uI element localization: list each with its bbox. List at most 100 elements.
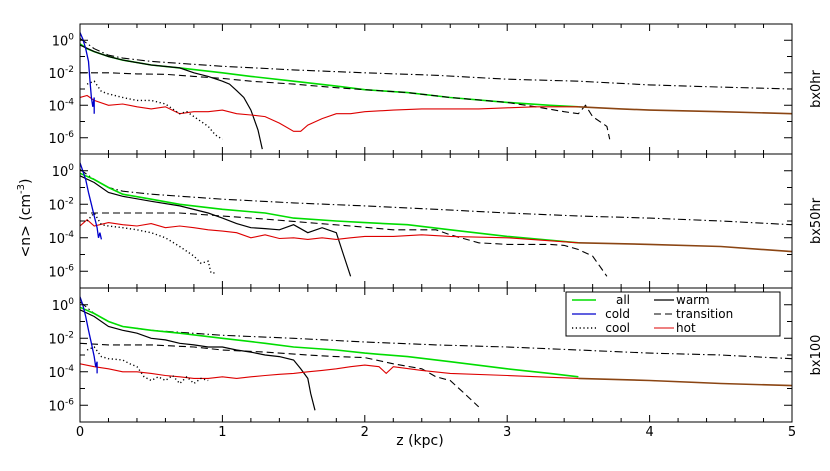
series-total-line bbox=[80, 168, 792, 226]
x-tick-label: 3 bbox=[503, 425, 511, 440]
series-hot-line bbox=[80, 94, 579, 132]
y-tick-label-exponent: -4 bbox=[65, 97, 74, 107]
series-warm-line bbox=[80, 44, 263, 150]
y-tick-label: 10-4 bbox=[48, 97, 74, 114]
y-tick-label-exponent: -6 bbox=[65, 263, 74, 273]
y-tick-label: 10-4 bbox=[48, 364, 74, 381]
y-tick-label: 10-6 bbox=[48, 263, 74, 280]
series-warm-line bbox=[80, 309, 316, 411]
y-axis-label-exponent: -3 bbox=[16, 184, 27, 194]
y-tick-label-base: 10 bbox=[52, 299, 69, 314]
y-axis-label: <n> (cm-3) bbox=[16, 178, 34, 257]
series-group bbox=[80, 32, 792, 150]
legend-item-warm: warm bbox=[654, 293, 710, 307]
x-tick-label: 2 bbox=[361, 425, 369, 440]
legend-items: all warm cold transition cool hot bbox=[572, 293, 733, 335]
series-cold-line bbox=[80, 162, 103, 240]
legend-item-cool: cool bbox=[572, 321, 630, 335]
y-tick-label: 10-6 bbox=[48, 397, 74, 414]
series-cold-line bbox=[80, 296, 98, 374]
y-tick-label-exponent: -2 bbox=[65, 196, 74, 206]
y-tick-label: 10-2 bbox=[48, 196, 74, 213]
y-tick-label-exponent: -4 bbox=[65, 230, 74, 240]
y-tick-label-exponent: -6 bbox=[65, 130, 74, 140]
y-tick-label: 10-6 bbox=[48, 130, 74, 147]
legend-label: hot bbox=[676, 321, 696, 335]
series-cool-line bbox=[86, 346, 209, 385]
y-tick-label-base: 10 bbox=[52, 165, 69, 180]
x-tick-label: 1 bbox=[218, 425, 226, 440]
y-tick-label-exponent: -2 bbox=[65, 330, 74, 340]
y-tick-label-exponent: 0 bbox=[68, 297, 74, 307]
series-transition-line bbox=[80, 212, 608, 277]
legend-box bbox=[565, 291, 781, 337]
series-group bbox=[80, 296, 792, 411]
panel-label: bx50hr bbox=[809, 197, 824, 244]
legend-label: warm bbox=[676, 293, 710, 307]
y-tick-label: 10-2 bbox=[48, 330, 74, 347]
legend-item-all: all bbox=[572, 293, 630, 307]
y-axis-label-close: ) bbox=[18, 178, 34, 183]
series-all-line bbox=[80, 43, 579, 108]
y-tick-label-base: 10 bbox=[48, 366, 65, 381]
panel-frame bbox=[79, 23, 793, 155]
legend-item-transition: transition bbox=[654, 307, 733, 321]
series-all-line bbox=[80, 306, 579, 378]
series-cool-line bbox=[86, 211, 216, 274]
y-tick-label-base: 10 bbox=[48, 132, 65, 147]
y-tick-label: 10-2 bbox=[48, 65, 74, 82]
y-tick-label-base: 10 bbox=[48, 332, 65, 347]
legend-label: cool bbox=[605, 321, 630, 335]
series-all-line bbox=[80, 172, 579, 244]
x-axis-label: z (kpc) bbox=[396, 433, 443, 449]
y-tick-label: 100 bbox=[52, 297, 75, 314]
y-tick-label-base: 10 bbox=[48, 399, 65, 414]
series-warm-line bbox=[80, 175, 352, 277]
y-tick-label-exponent: -4 bbox=[65, 364, 74, 374]
legend-item-cold: cold bbox=[572, 307, 630, 321]
y-tick-label-base: 10 bbox=[52, 34, 69, 49]
y-tick-label-exponent: -6 bbox=[65, 397, 74, 407]
y-axis-label-main: <n> (cm bbox=[18, 194, 34, 258]
legend-label: all bbox=[616, 293, 630, 307]
y-tick-label-exponent: 0 bbox=[68, 163, 74, 173]
x-tick-label: 0 bbox=[76, 425, 84, 440]
series-group bbox=[80, 162, 792, 277]
panels: 10010-210-410-6bx0hr10010-210-410-6bx50h… bbox=[48, 23, 824, 423]
y-tick-label-base: 10 bbox=[48, 67, 65, 82]
legend-label: transition bbox=[676, 307, 733, 321]
y-tick-label-base: 10 bbox=[48, 198, 65, 213]
series-cool-line bbox=[86, 80, 223, 140]
y-tick-label-base: 10 bbox=[48, 232, 65, 247]
series-cold-line bbox=[80, 32, 95, 114]
x-tick-label: 5 bbox=[788, 425, 796, 440]
y-tick-label: 10-4 bbox=[48, 230, 74, 247]
y-tick-label-exponent: -2 bbox=[65, 65, 74, 75]
series-tail-line bbox=[578, 106, 792, 115]
series-tail-line bbox=[578, 242, 792, 253]
series-total-line bbox=[80, 37, 792, 90]
x-tick-label: 4 bbox=[645, 425, 653, 440]
series-hot-line bbox=[80, 363, 579, 379]
panel-frame bbox=[79, 153, 793, 289]
series-transition-line bbox=[80, 342, 480, 408]
series-transition-line bbox=[80, 72, 611, 140]
y-tick-label-base: 10 bbox=[48, 99, 65, 114]
y-tick-label-base: 10 bbox=[48, 265, 65, 280]
series-hot-line bbox=[80, 218, 579, 244]
panel-label: bx0hr bbox=[809, 69, 824, 107]
legend-label: cold bbox=[605, 307, 630, 321]
panel-label: bx100 bbox=[809, 335, 824, 376]
y-tick-label: 100 bbox=[52, 163, 75, 180]
y-tick-label: 100 bbox=[52, 32, 75, 49]
series-tail-line bbox=[578, 377, 792, 387]
x-axis-tick-labels: 0 1 2 3 4 5 bbox=[76, 425, 796, 440]
y-tick-label-exponent: 0 bbox=[68, 32, 74, 42]
legend-item-hot: hot bbox=[654, 321, 696, 335]
legend: all warm cold transition cool hot bbox=[565, 291, 781, 337]
